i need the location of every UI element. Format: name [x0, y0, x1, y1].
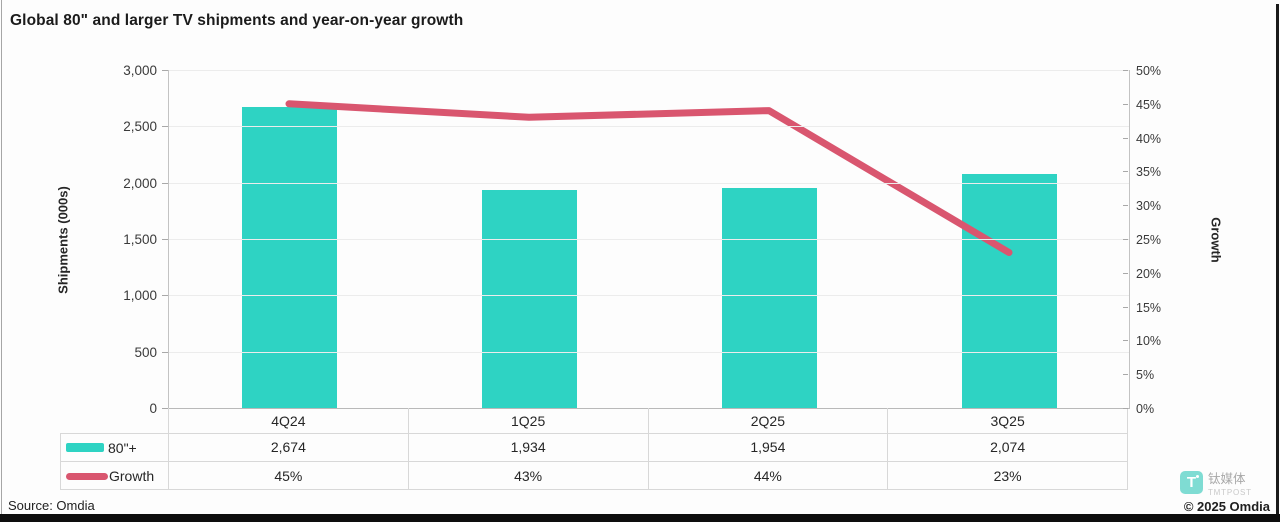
y-left-tick-mark [162, 70, 168, 71]
y-right-tick-label: 15% [1136, 300, 1162, 315]
shipments-value-cell: 1,954 [649, 433, 889, 461]
growth-value-cell: 43% [409, 462, 649, 489]
growth-value-cell: 45% [169, 462, 409, 489]
category-header-row: 4Q24 1Q25 2Q25 3Q25 [168, 408, 1128, 434]
y-right-tick-label: 25% [1136, 233, 1162, 247]
shipments-value-cell: 2,674 [169, 433, 409, 461]
y-right-tick-mark [1123, 205, 1128, 207]
y-left-tick-label: 500 [134, 344, 157, 360]
bar-series-swatch [66, 443, 104, 452]
bar-2Q25 [721, 187, 817, 408]
y-left-tick-label: 1,000 [123, 288, 157, 304]
shipments-value-cell: 2,074 [990, 439, 1026, 455]
line-series-swatch [66, 472, 108, 480]
y-right-tick-mark [1123, 272, 1128, 274]
y-right-tick-mark [1123, 239, 1128, 240]
category-header-cell: 3Q25 [990, 412, 1025, 429]
plot-area [168, 70, 1130, 409]
y-left-tick-label: 0 [149, 401, 157, 416]
y-right-tick-mark [1123, 171, 1128, 173]
y-right-tick-mark [1123, 70, 1128, 71]
y-right-tick-mark [1123, 103, 1128, 105]
legend-column: 80"+ Growth [60, 433, 168, 490]
y-right-tick-mark [1123, 137, 1128, 139]
watermark-en-label: TMTPOST [1208, 487, 1252, 497]
grid-line [169, 182, 1129, 184]
shipments-value-cell: 1,934 [409, 433, 649, 461]
y-left-tick-mark [162, 351, 168, 353]
right-axis-title: Growth [1208, 217, 1224, 263]
bar-4Q24 [241, 106, 337, 408]
copyright-note: © 2025 Omdia [1183, 499, 1270, 514]
shipments-value-row: 2,674 1,934 1,954 2,074 [168, 433, 1128, 462]
category-header-cell: 1Q25 [409, 408, 649, 433]
growth-value-row: 45% 43% 44% 23% [168, 462, 1128, 490]
grid-line [169, 295, 1129, 297]
y-right-tick-label: 20% [1136, 266, 1162, 281]
y-right-tick-mark [1123, 374, 1128, 376]
y-left-tick-label: 2,000 [123, 175, 157, 191]
y-left-tick-mark [162, 295, 168, 297]
growth-value-cell: 23% [993, 467, 1022, 484]
y-right-tick-mark [1123, 306, 1128, 308]
y-right-tick-label: 35% [1136, 165, 1162, 180]
legend-row-shipments: 80"+ [61, 434, 168, 462]
grid-line [169, 126, 1129, 128]
grid-line [169, 351, 1129, 353]
frame-edge-left [1, 0, 2, 514]
chart-title: Global 80" and larger TV shipments and y… [10, 12, 464, 29]
bar-3Q25 [961, 174, 1057, 408]
y-left-tick-mark [162, 182, 168, 184]
watermark-cn-label: 钛媒体 [1208, 472, 1246, 486]
source-note: Source: Omdia [8, 498, 95, 513]
tmtpost-watermark-text: 钛媒体 TMTPOST [1208, 471, 1252, 497]
y-right-tick-label: 0% [1136, 402, 1155, 416]
growth-value-cell: 44% [649, 462, 889, 489]
y-right-tick-label: 50% [1136, 64, 1162, 78]
y-right-tick-mark [1123, 340, 1128, 342]
grid-line [169, 239, 1129, 240]
y-right-tick-label: 5% [1136, 368, 1155, 383]
y-left-tick-label: 1,500 [123, 232, 157, 247]
y-left-tick-mark [162, 408, 168, 409]
tmtpost-logo-icon: T [1180, 471, 1203, 494]
tmtpost-watermark: T 钛媒体 TMTPOST [1180, 471, 1252, 497]
y-right-tick-label: 30% [1136, 199, 1162, 214]
frame-edge-bottom [0, 514, 1280, 522]
line-series-label: Growth [109, 468, 155, 484]
y-left-tick-label: 3,000 [123, 63, 157, 78]
growth-line [285, 100, 1013, 256]
growth-line-layer [285, 100, 1013, 256]
grid-line [169, 70, 1129, 71]
y-left-tick-mark [162, 239, 168, 240]
frame-edge-right [1276, 4, 1279, 515]
bar-series-label: 80"+ [108, 439, 137, 456]
y-right-tick-mark [1123, 408, 1128, 409]
y-left-tick-mark [162, 126, 168, 128]
y-right-tick-label: 40% [1136, 131, 1162, 146]
y-left-tick-label: 2,500 [123, 119, 157, 135]
y-right-tick-label: 10% [1136, 334, 1162, 349]
y-right-tick-label: 45% [1136, 97, 1162, 112]
bar-1Q25 [481, 190, 577, 408]
category-header-cell: 2Q25 [649, 408, 889, 433]
category-header-cell: 4Q24 [169, 408, 409, 433]
legend-row-growth: Growth [61, 462, 168, 490]
